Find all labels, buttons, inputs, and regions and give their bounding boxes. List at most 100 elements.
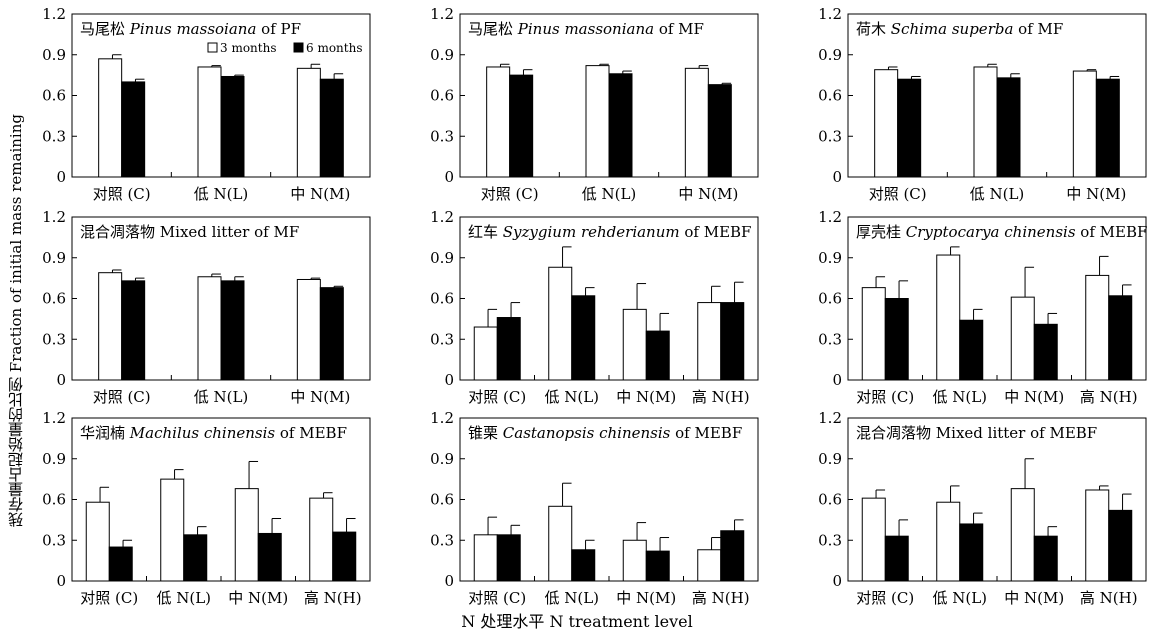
bar-3-months — [936, 501, 961, 582]
bar-6-months — [257, 532, 282, 582]
x-tick-label: 中 N(M) — [290, 185, 350, 203]
y-tick-label: 0.6 — [818, 87, 842, 105]
bar-6-months — [319, 287, 344, 381]
y-tick-label: 0 — [444, 371, 454, 389]
panel-3: 0 0.3 0.6 0.9 1.2 对照 (C) 低 N(L) 中 N(M) 荷木 Schima… — [818, 5, 1147, 203]
x-tick-label: 对照 (C) — [93, 185, 151, 203]
x-tick-label: 低 N(L) — [194, 185, 249, 203]
y-tick-label: 0.6 — [430, 491, 454, 509]
panel-title: 马尾松 Pinus massoiana of PF — [80, 20, 301, 38]
x-tick-label: 低 N(L) — [970, 185, 1025, 203]
x-tick-label: 低 N(L) — [156, 589, 211, 607]
bar-6-months — [319, 78, 344, 178]
panel-title-part: 马尾松 — [80, 20, 130, 38]
x-tick-label: 中 N(M) — [1004, 388, 1064, 406]
y-tick-label: 0.9 — [430, 450, 454, 468]
panel-7: 0 0.3 0.6 0.9 1.2 对照 (C) 低 N(L) 中 N(M) 高 N(H) 华润楠… — [42, 409, 371, 607]
panel-title: 马尾松 Pinus massoniana of MF — [468, 20, 704, 38]
panel-6: 0 0.3 0.6 0.9 1.2 对照 (C) 低 N(L) 中 N(M) 高 N(H) 厚壳桂… — [818, 208, 1147, 406]
y-tick-label: 0.6 — [42, 491, 66, 509]
y-tick-label: 0 — [444, 572, 454, 590]
x-tick-label: 高 N(H) — [304, 589, 362, 607]
x-tick-label: 高 N(H) — [692, 388, 750, 406]
panel-9: 0 0.3 0.6 0.9 1.2 对照 (C) 低 N(L) 中 N(M) 高 N(H) 混合凋… — [818, 409, 1147, 607]
y-tick-label: 0.3 — [42, 330, 66, 348]
bar-3-months — [936, 254, 961, 381]
y-tick-label: 1.2 — [430, 409, 454, 427]
bar-6-months — [496, 317, 521, 381]
bar-3-months — [309, 497, 334, 582]
bar-6-months — [121, 81, 146, 178]
y-tick-label: 0.9 — [430, 249, 454, 267]
bar-6-months — [108, 546, 133, 582]
x-tick-label: 对照 (C) — [856, 388, 914, 406]
x-tick-label: 中 N(M) — [1066, 185, 1126, 203]
x-tick-label: 中 N(M) — [290, 388, 350, 406]
panel-title-part: Pinus massoniana — [517, 20, 654, 38]
bar-3-months — [197, 276, 222, 381]
y-tick-label: 1.2 — [42, 409, 66, 427]
y-tick-label: 1.2 — [818, 5, 842, 23]
x-tick-label: 高 N(H) — [692, 589, 750, 607]
x-tick-label: 对照 (C) — [468, 388, 526, 406]
bar-3-months — [585, 65, 610, 178]
panel-title-part: Castanopsis chinensis — [503, 424, 671, 442]
bar-6-months — [571, 549, 596, 582]
legend-swatch — [293, 42, 304, 53]
y-tick-label: 0.9 — [430, 46, 454, 64]
bar-6-months — [645, 330, 670, 381]
bar-6-months — [897, 78, 922, 178]
bar-6-months — [571, 295, 596, 381]
y-tick-label: 0.9 — [818, 46, 842, 64]
panel-title-part: of MF — [654, 20, 704, 38]
bar-6-months — [1095, 78, 1120, 178]
y-tick-label: 0 — [444, 168, 454, 186]
bar-3-months — [1085, 489, 1110, 582]
panel-title: 厚壳桂 Cryptocarya chinensis of MEBF — [856, 223, 1147, 241]
bar-3-months — [85, 501, 110, 582]
y-tick-label: 0.3 — [818, 330, 842, 348]
bar-6-months — [707, 84, 732, 178]
x-tick-label: 低 N(L) — [544, 388, 599, 406]
bar-3-months — [473, 326, 498, 381]
panel-title-part: Mixed litter of MEBF — [936, 424, 1097, 442]
y-tick-label: 0.3 — [42, 127, 66, 145]
y-tick-label: 1.2 — [818, 208, 842, 226]
bar-3-months — [684, 67, 709, 178]
bar-3-months — [622, 539, 647, 582]
x-tick-label: 对照 (C) — [869, 185, 927, 203]
bar-3-months — [548, 266, 573, 381]
y-tick-label: 1.2 — [42, 5, 66, 23]
panel-4: 0 0.3 0.6 0.9 1.2 对照 (C) 低 N(L) 中 N(M) 混合凋落物 Mix… — [42, 208, 371, 406]
bar-3-months — [486, 66, 511, 178]
legend-swatch — [207, 42, 218, 53]
bar-6-months — [996, 77, 1021, 178]
y-tick-label: 0.6 — [818, 491, 842, 509]
panel-title-part: of MEBF — [1076, 223, 1148, 241]
bar-6-months — [509, 74, 534, 178]
panel-title-part: 混合凋落物 — [856, 424, 936, 442]
y-tick-label: 0.3 — [818, 127, 842, 145]
panel-title-part: 荷木 — [856, 20, 891, 38]
bar-3-months — [473, 534, 498, 582]
bar-3-months — [622, 308, 647, 381]
y-tick-label: 0.6 — [42, 290, 66, 308]
bar-6-months — [1108, 295, 1133, 381]
x-tick-label: 中 N(M) — [616, 589, 676, 607]
y-tick-label: 0.9 — [818, 450, 842, 468]
x-tick-label: 对照 (C) — [481, 185, 539, 203]
bar-3-months — [296, 278, 321, 381]
bar-6-months — [884, 535, 909, 582]
panel-title-part: Machilus chinensis — [129, 424, 276, 442]
bar-6-months — [1033, 535, 1058, 582]
bar-6-months — [220, 75, 245, 178]
panel-title: 混合凋落物 Mixed litter of MF — [80, 223, 299, 241]
x-tick-label: 对照 (C) — [80, 589, 138, 607]
y-tick-label: 0.9 — [818, 249, 842, 267]
panel-title-part: of MF — [1013, 20, 1063, 38]
bar-3-months — [697, 302, 722, 381]
panel-8: 0 0.3 0.6 0.9 1.2 对照 (C) 低 N(L) 中 N(M) 高 N(H) 锥栗 … — [430, 409, 759, 607]
bar-6-months — [220, 280, 245, 381]
panel-title-part: 马尾松 — [468, 20, 518, 38]
